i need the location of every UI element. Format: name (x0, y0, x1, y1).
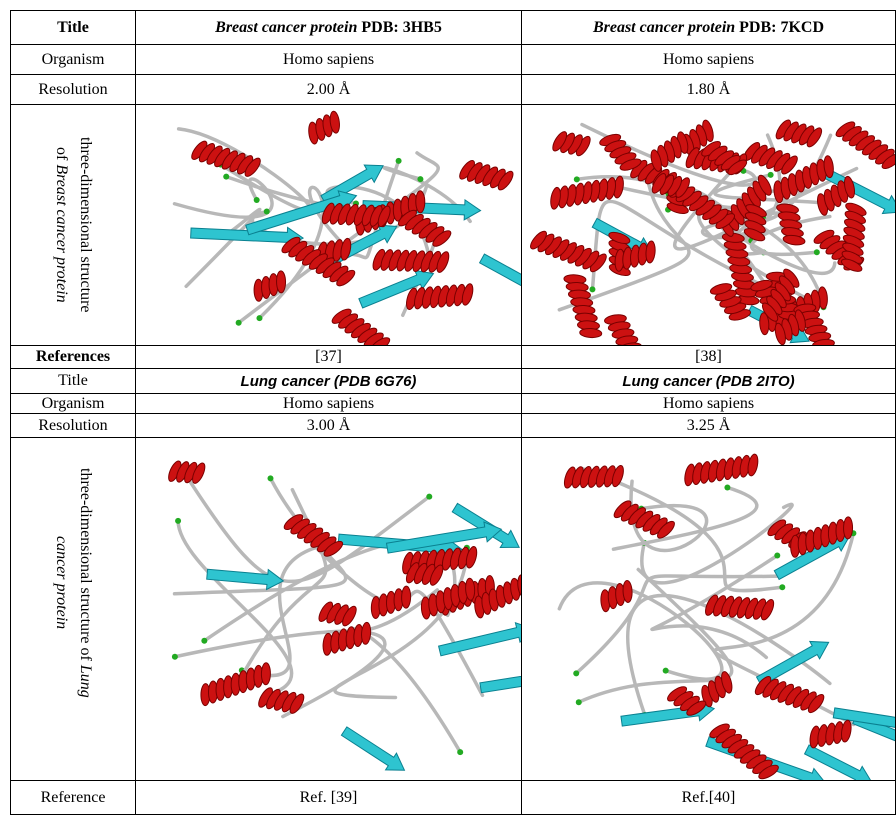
text: of (53, 147, 70, 160)
helix-turn (416, 191, 425, 213)
turn (663, 668, 669, 674)
turn (576, 699, 582, 705)
cell: Homo sapiens (136, 45, 522, 75)
cell: Title (11, 11, 136, 45)
strand (207, 569, 284, 589)
turn (267, 475, 273, 481)
cell: 1.80 Å (522, 75, 896, 105)
cell: Breast cancer protein PDB: 3HB5 (136, 11, 522, 45)
italic-text: Lung (77, 665, 94, 698)
cell: 2.00 Å (136, 75, 522, 105)
turn (724, 484, 730, 490)
italic-text: Breast cancer protein (53, 164, 70, 302)
helix-turn (361, 622, 372, 645)
turn (236, 320, 242, 326)
italic-text: cancer protein (53, 536, 70, 629)
turn (201, 638, 207, 644)
page: Title Breast cancer protein PDB: 3HB5 Br… (0, 0, 896, 814)
strand (480, 665, 521, 693)
text: three-dimensional structure of (77, 468, 94, 661)
cell: Ref. [39] (136, 781, 522, 815)
coil (642, 504, 792, 583)
cell: 3.00 Å (136, 414, 522, 438)
cell: 3.25 Å (522, 414, 896, 438)
protein-table: Title Breast cancer protein PDB: 3HB5 Br… (10, 10, 896, 815)
cell: [38] (522, 346, 896, 369)
cell: Organism (11, 45, 136, 75)
text: PDB: 3HB5 (361, 19, 441, 36)
turn (396, 158, 402, 164)
cell: Resolution (11, 75, 136, 105)
cell: Lung cancer (PDB 2ITO) (522, 369, 896, 394)
helix-turn (261, 663, 270, 685)
turn (172, 654, 178, 660)
cell: three-dimensional structure of Lung cance… (11, 438, 136, 781)
text: PDB: 7KCD (739, 19, 824, 36)
cell: Homo sapiens (136, 394, 522, 414)
turn (254, 197, 260, 203)
turn (256, 315, 262, 321)
turn (223, 174, 229, 180)
text: three-dimensional structure (77, 137, 94, 313)
protein-image (136, 438, 521, 780)
helix-turn (843, 517, 852, 539)
protein-image (522, 105, 895, 345)
protein-image (522, 438, 895, 780)
protein-image (136, 105, 521, 345)
strand (341, 727, 404, 770)
cell: Breast cancer protein PDB: 7KCD (522, 11, 896, 45)
helix-turn (276, 271, 285, 293)
cell: Organism (11, 394, 136, 414)
helix-turn (579, 328, 602, 338)
cell: Resolution (11, 414, 136, 438)
cell: Reference (11, 781, 136, 815)
strand (480, 254, 521, 311)
cell: References (11, 346, 136, 369)
turn (774, 552, 780, 558)
turn (573, 670, 579, 676)
image-cell (136, 105, 522, 346)
cell: Lung cancer (PDB 6G76) (136, 369, 522, 394)
turn (589, 286, 595, 292)
cell: three-dimensional structure of Breast can… (11, 105, 136, 346)
image-cell (522, 438, 896, 781)
italic-text: Breast cancer protein (593, 19, 735, 36)
turn (417, 176, 423, 182)
turn (264, 209, 270, 215)
turn (779, 584, 785, 590)
cell: Title (11, 369, 136, 394)
vertical-label: three-dimensional structure of Lung cance… (49, 468, 97, 698)
cell: Homo sapiens (522, 45, 896, 75)
image-cell (136, 438, 522, 781)
turn (175, 518, 181, 524)
cell: Ref.[40] (522, 781, 896, 815)
image-cell (522, 105, 896, 346)
vertical-label: three-dimensional structure of Breast can… (49, 137, 97, 313)
italic-text: Breast cancer protein (215, 19, 357, 36)
cell: [37] (136, 346, 522, 369)
turn (426, 494, 432, 500)
cell: Homo sapiens (522, 394, 896, 414)
turn (457, 749, 463, 755)
helix-turn (401, 586, 410, 608)
coil (186, 209, 260, 286)
turn (814, 249, 820, 255)
turn (768, 172, 774, 178)
turn (574, 176, 580, 182)
